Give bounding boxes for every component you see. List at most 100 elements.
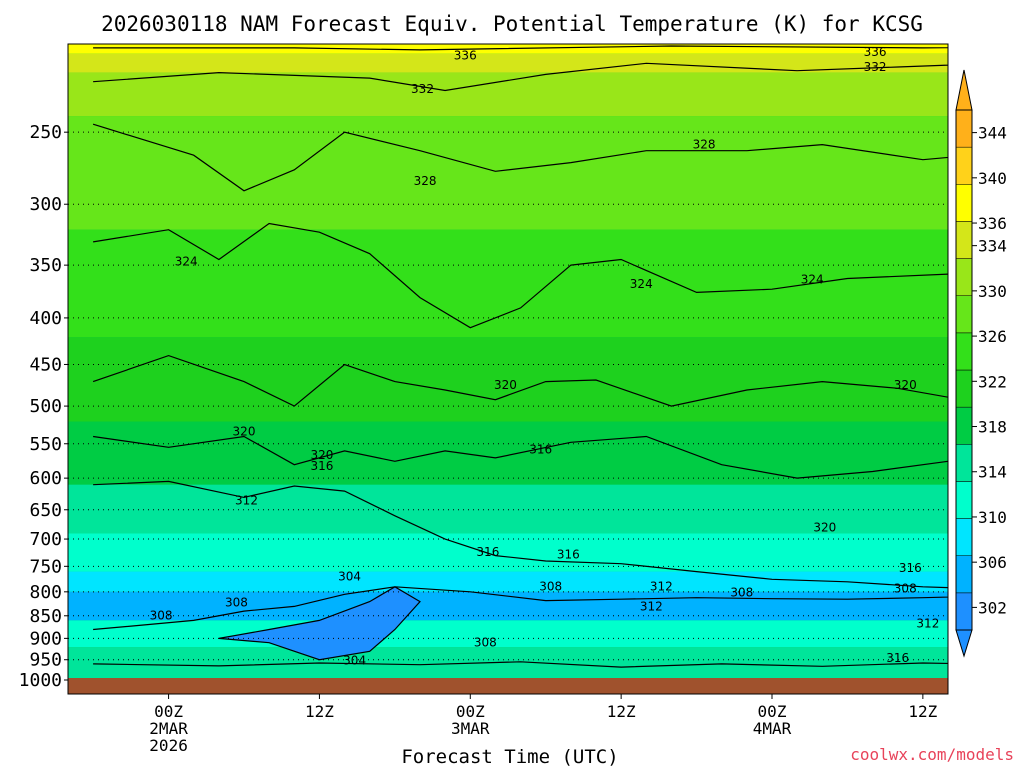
colorbar-segment	[955, 406, 973, 445]
contour-label: 312	[916, 617, 939, 631]
x-tick-label: 12Z	[607, 702, 636, 721]
colorbar-tick-label: 330	[978, 282, 1007, 301]
y-tick-label: 300	[29, 194, 62, 215]
y-tick-label: 450	[29, 354, 62, 375]
x-tick-label: 2026	[149, 736, 188, 755]
contour-label: 324	[630, 277, 653, 291]
colorbar-segment	[955, 592, 973, 631]
colorbar-tick-label: 310	[978, 508, 1007, 527]
y-tick-label: 250	[29, 122, 62, 143]
colorbar-tick-label: 344	[978, 124, 1007, 143]
ground-strip	[68, 678, 948, 694]
contour-label: 312	[640, 599, 663, 613]
contour-label: 308	[225, 596, 248, 610]
y-tick-label: 600	[29, 468, 62, 489]
contour-label: 308	[539, 579, 562, 593]
fill-band	[68, 72, 948, 117]
contour-label: 324	[175, 255, 198, 269]
contour-label: 320	[233, 424, 256, 438]
y-tick-label: 400	[29, 308, 62, 329]
contour-label: 320	[813, 521, 836, 535]
contour-320	[92, 354, 948, 407]
y-tick-label: 650	[29, 500, 62, 521]
contour-label: 332	[864, 60, 887, 74]
contour-316	[93, 435, 948, 479]
contour-label: 308	[150, 608, 173, 622]
x-tick-label: 00Z	[154, 702, 183, 721]
contour-label: 328	[414, 174, 437, 188]
x-tick-label: 2MAR	[149, 719, 188, 738]
y-axis: 2503003504004505005506006507007508008509…	[19, 122, 68, 691]
contour-label: 316	[529, 442, 552, 456]
contour-label: 332	[411, 82, 434, 96]
plot-area: 3363363323323283283243243243243203203203…	[68, 44, 948, 680]
fill-band	[68, 647, 948, 680]
contour-labels: 3363363323323283283243243243243203203203…	[150, 45, 940, 668]
colorbar-segment	[955, 109, 973, 148]
fill-band	[68, 620, 948, 648]
fill-band	[68, 116, 948, 230]
x-tick-label: 12Z	[305, 702, 334, 721]
colorbar-top-arrow	[955, 69, 973, 111]
fill-band	[68, 571, 948, 592]
gridlines	[68, 131, 948, 661]
colorbar-tick-label: 334	[978, 237, 1007, 256]
colorbar-tick-label: 340	[978, 169, 1007, 188]
contour-label: 320	[494, 378, 517, 392]
colorbar-tick-label: 318	[978, 418, 1007, 437]
fill-band-304	[218, 586, 420, 660]
contour-336	[93, 45, 948, 51]
contour-label: 304	[338, 570, 361, 584]
colorbar-segment	[955, 555, 973, 594]
credit-text: coolwx.com/models	[850, 745, 1014, 764]
colorbar-tick-label: 326	[978, 327, 1007, 346]
contour-label: 308	[474, 636, 497, 650]
contour-label: 316	[886, 651, 909, 665]
colorbar-segment	[955, 444, 973, 482]
colorbar-segment	[955, 258, 973, 296]
colorbar-tick-label: 306	[978, 553, 1007, 572]
fill-band	[68, 337, 948, 422]
colorbar-segment	[955, 518, 973, 556]
contour-308	[93, 586, 948, 631]
contour-label: 308	[730, 585, 753, 599]
colorbar-frame	[955, 109, 973, 631]
colorbar-tick-label: 322	[978, 372, 1007, 391]
colorbar-segment	[955, 184, 973, 222]
x-tick-label: 4MAR	[753, 719, 792, 738]
y-tick-label: 850	[29, 606, 62, 627]
colorbar-segment	[955, 481, 973, 519]
contour-324	[93, 222, 948, 329]
contour-label: 312	[650, 579, 673, 593]
colorbar-tick-label: 302	[978, 598, 1007, 617]
fill-band	[68, 533, 948, 572]
contour-304	[218, 586, 421, 661]
y-tick-label: 1000	[19, 670, 62, 691]
contour-332	[93, 62, 948, 92]
colorbar-segment	[955, 146, 973, 185]
y-tick-label: 800	[29, 582, 62, 603]
contour-label: 324	[801, 273, 824, 287]
y-tick-label: 350	[29, 255, 62, 276]
contour-label: 316	[557, 548, 580, 562]
colorbar-segment	[955, 369, 973, 408]
contour-lines	[92, 45, 948, 668]
colorbar: 302 306 310 314 318 322 326 330 334 336 340 344	[955, 69, 1007, 658]
contour-label: 336	[454, 49, 477, 63]
contour-label: 336	[864, 45, 887, 59]
contour-312	[93, 480, 948, 589]
contour-label: 304	[343, 654, 366, 668]
colorbar-tick-label: 314	[978, 463, 1007, 482]
contour-314	[93, 661, 948, 668]
fill-band	[68, 484, 948, 534]
contour-label: 308	[894, 581, 917, 595]
contour-label: 328	[693, 138, 716, 152]
y-tick-label: 500	[29, 396, 62, 417]
contour-label: 316	[476, 545, 499, 559]
y-tick-label: 700	[29, 529, 62, 550]
contour-label: 320	[894, 378, 917, 392]
colorbar-segment	[955, 332, 973, 371]
plot-frame	[67, 43, 949, 695]
